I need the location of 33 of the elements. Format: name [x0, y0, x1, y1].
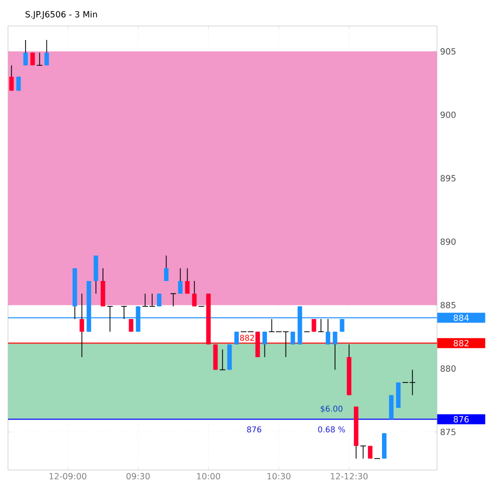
candlestick [234, 331, 239, 345]
candlestick [30, 52, 35, 66]
candlestick [156, 293, 162, 307]
candlestick [9, 64, 14, 92]
candlestick [178, 268, 183, 294]
ref-line-label: 882 [454, 340, 468, 346]
x-tick-label: 10:00 [197, 473, 220, 480]
candlestick [164, 255, 168, 282]
candlestick [290, 331, 296, 345]
candlestick [128, 318, 134, 332]
ref-line-label: 876 [454, 416, 469, 422]
candlestick [262, 331, 267, 358]
x-tick-label: 09:30 [126, 473, 150, 480]
ref-line-label: 884 [454, 314, 469, 321]
x-tick-label: 12-09:00 [50, 473, 86, 480]
candlestick [192, 280, 197, 307]
y-tick-label: 905 [440, 48, 456, 55]
candlestick [80, 293, 84, 358]
y-tick-label: 875 [440, 428, 456, 436]
candlestick [23, 40, 28, 66]
y-tick-label: 885 [440, 302, 456, 308]
x-tick-label: 10:30 [268, 473, 290, 480]
candlestick [16, 76, 21, 92]
candlestick [44, 40, 49, 66]
y-tick-label: 900 [440, 112, 456, 118]
x-tick-label: 12-12:30 [330, 473, 368, 480]
chart-title: S.JP.J6506 - 3 Min [26, 10, 97, 20]
candlestick [185, 268, 190, 294]
candlestick [332, 331, 338, 370]
candlestick [312, 318, 316, 332]
y-tick-label: 890 [440, 238, 456, 245]
y-tick-label: 895 [440, 175, 456, 182]
y-tick-label: 880 [440, 365, 456, 372]
